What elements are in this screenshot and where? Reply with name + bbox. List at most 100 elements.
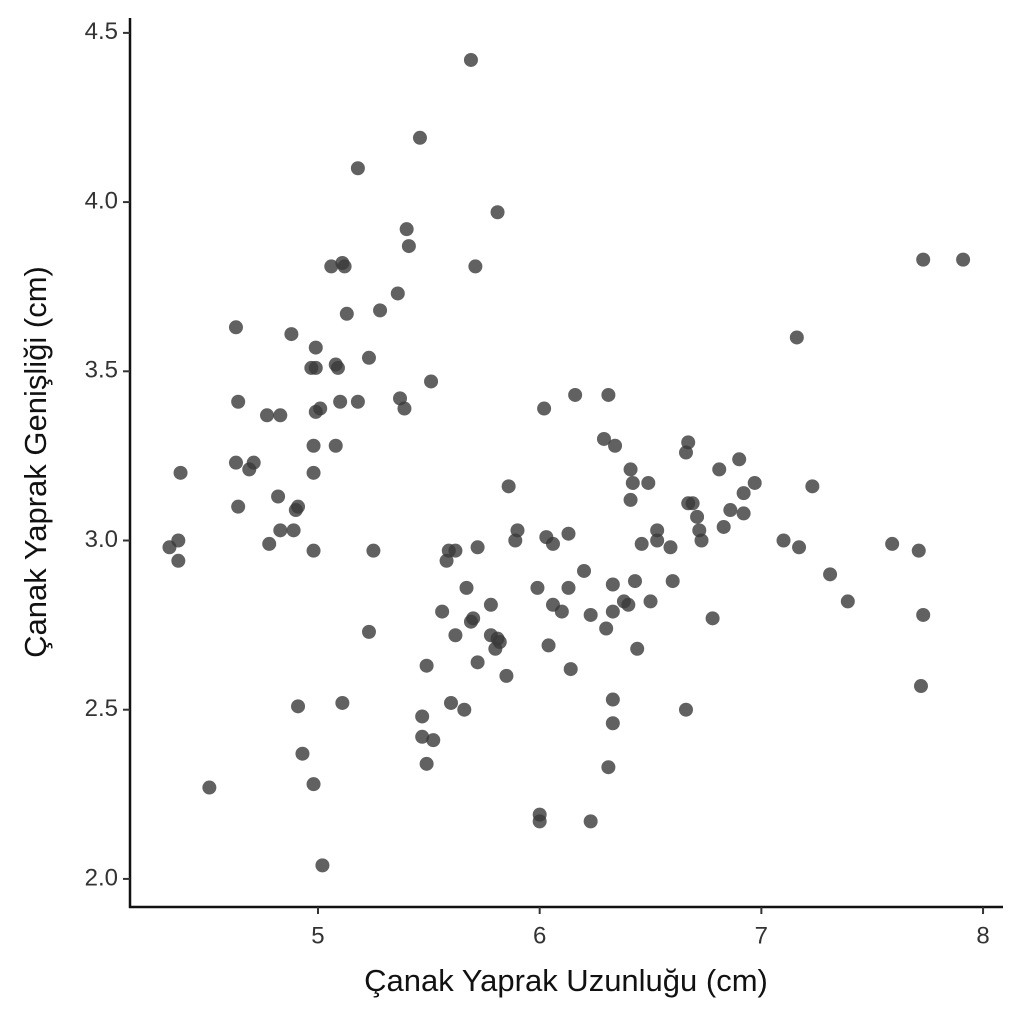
point <box>561 526 576 541</box>
point <box>563 662 578 677</box>
point <box>228 455 243 470</box>
point <box>286 523 301 538</box>
point <box>324 259 339 274</box>
y-tick-label: 2.5 <box>85 695 118 722</box>
point <box>308 340 323 355</box>
point <box>690 509 705 524</box>
point <box>885 536 900 551</box>
point <box>499 668 514 683</box>
point <box>468 259 483 274</box>
point <box>361 350 376 365</box>
x-tick-label: 8 <box>976 922 989 949</box>
point <box>291 699 306 714</box>
point <box>228 320 243 335</box>
point <box>202 780 217 795</box>
point <box>335 695 350 710</box>
point <box>435 604 450 619</box>
y-tick-label: 4.0 <box>85 187 118 214</box>
point <box>541 638 556 653</box>
point <box>295 746 310 761</box>
point <box>712 462 727 477</box>
point <box>173 465 188 480</box>
point <box>415 729 430 744</box>
point <box>419 658 434 673</box>
point <box>641 475 656 490</box>
point <box>350 161 365 176</box>
point <box>273 523 288 538</box>
x-tick-label: 5 <box>311 922 324 949</box>
point <box>634 536 649 551</box>
point <box>284 327 299 342</box>
point <box>650 523 665 538</box>
point <box>805 479 820 494</box>
point <box>508 533 523 548</box>
point <box>412 130 427 145</box>
point <box>736 506 751 521</box>
point <box>623 462 638 477</box>
point <box>390 286 405 301</box>
point <box>306 438 321 453</box>
point <box>545 536 560 551</box>
x-tick-label: 6 <box>533 922 546 949</box>
point <box>911 543 926 558</box>
point <box>643 594 658 609</box>
point <box>162 540 177 555</box>
point <box>306 543 321 558</box>
point <box>577 563 592 578</box>
point <box>792 540 807 555</box>
point <box>350 394 365 409</box>
point <box>470 655 485 670</box>
point <box>361 624 376 639</box>
point <box>373 303 388 318</box>
point <box>448 543 463 558</box>
point <box>630 641 645 656</box>
point <box>663 540 678 555</box>
x-tick-label: 7 <box>755 922 768 949</box>
point <box>554 604 569 619</box>
point <box>463 614 478 629</box>
point <box>530 580 545 595</box>
point <box>583 814 598 829</box>
point <box>308 360 323 375</box>
point <box>723 503 738 518</box>
point <box>605 604 620 619</box>
point <box>601 760 616 775</box>
point <box>916 252 931 267</box>
point <box>448 628 463 643</box>
point <box>415 709 430 724</box>
point <box>273 408 288 423</box>
point <box>736 486 751 501</box>
point <box>747 475 762 490</box>
point <box>601 387 616 402</box>
point <box>840 594 855 609</box>
point <box>823 567 838 582</box>
point <box>333 394 348 409</box>
point <box>678 445 693 460</box>
point <box>439 553 454 568</box>
point <box>732 452 747 467</box>
point <box>488 641 503 656</box>
point <box>705 611 720 626</box>
point <box>426 733 441 748</box>
point <box>231 499 246 514</box>
y-tick-label: 2.0 <box>85 864 118 891</box>
point <box>463 52 478 67</box>
point <box>625 475 640 490</box>
y-tick-label: 3.5 <box>85 357 118 384</box>
point <box>776 533 791 548</box>
point <box>678 702 693 717</box>
point <box>501 479 516 494</box>
point <box>483 597 498 612</box>
point <box>605 692 620 707</box>
point <box>716 519 731 534</box>
point <box>568 387 583 402</box>
point <box>623 492 638 507</box>
point <box>605 716 620 731</box>
point <box>308 404 323 419</box>
point <box>913 679 928 694</box>
point <box>470 540 485 555</box>
point <box>665 574 680 589</box>
point <box>608 438 623 453</box>
